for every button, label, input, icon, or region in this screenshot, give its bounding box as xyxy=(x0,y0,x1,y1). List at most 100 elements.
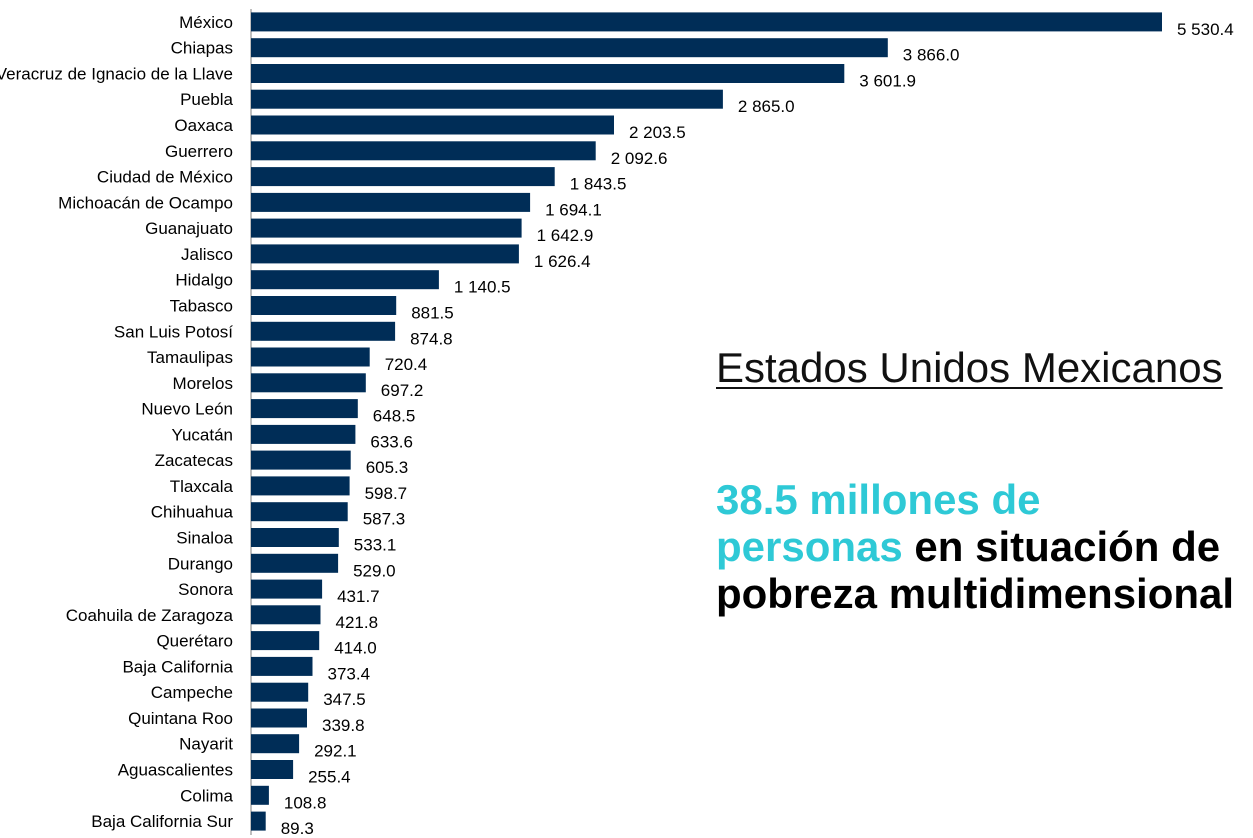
value-label: 373.4 xyxy=(328,664,371,683)
bar xyxy=(251,347,370,367)
category-label: Colima xyxy=(180,786,233,805)
value-label: 347.5 xyxy=(323,690,366,709)
value-label: 108.8 xyxy=(284,793,327,812)
bar xyxy=(251,141,596,161)
value-label: 1 140.5 xyxy=(454,278,511,297)
value-label: 255.4 xyxy=(308,768,351,787)
value-labels-group: 5 530.4 3 866.0 3 601.9 2 865.0 2 203.5 2 092… xyxy=(281,20,1234,838)
value-label: 697.2 xyxy=(381,381,424,400)
bar xyxy=(251,502,348,522)
category-label: Ciudad de México xyxy=(97,168,233,187)
value-label: 598.7 xyxy=(365,484,408,503)
bar xyxy=(251,167,555,187)
value-label: 421.8 xyxy=(336,613,379,632)
bar xyxy=(251,399,358,419)
category-label: Campeche xyxy=(151,683,233,702)
value-label: 2 203.5 xyxy=(629,123,686,142)
bar xyxy=(251,708,307,728)
category-label: Tlaxcala xyxy=(170,477,234,496)
bar xyxy=(251,38,888,58)
category-label: Morelos xyxy=(173,374,233,393)
category-label: Baja California Sur xyxy=(91,812,233,831)
value-label: 5 530.4 xyxy=(1177,20,1234,39)
poverty-summary-rest: en situación de pobreza multidimensional xyxy=(716,523,1235,617)
value-label: 881.5 xyxy=(411,304,454,323)
bar xyxy=(251,734,300,754)
category-label: Chiapas xyxy=(171,39,233,58)
value-label: 89.3 xyxy=(281,819,314,838)
value-label: 2 865.0 xyxy=(738,97,795,116)
category-label: México xyxy=(179,13,233,32)
value-label: 533.1 xyxy=(354,536,397,555)
category-label: Veracruz de Ignacio de la Llave xyxy=(0,65,233,84)
category-label: San Luis Potosí xyxy=(114,322,233,341)
category-label: Tabasco xyxy=(170,297,233,316)
bar xyxy=(251,476,350,496)
bar xyxy=(251,656,313,676)
bar xyxy=(251,373,366,393)
value-label: 1 626.4 xyxy=(534,252,591,271)
category-label: Yucatán xyxy=(172,425,233,444)
value-label: 587.3 xyxy=(363,510,406,529)
bar xyxy=(251,270,439,290)
value-label: 605.3 xyxy=(366,458,409,477)
bar xyxy=(251,192,531,212)
category-label: Sonora xyxy=(178,580,233,599)
bar xyxy=(251,89,723,109)
bars-group xyxy=(251,12,1162,831)
bar xyxy=(251,12,1162,32)
category-labels-group: México Chiapas Veracruz de Ignacio de la L… xyxy=(0,13,234,831)
category-label: Nayarit xyxy=(179,735,233,754)
category-label: Zacatecas xyxy=(155,451,233,470)
category-label: Guanajuato xyxy=(145,219,233,238)
value-label: 648.5 xyxy=(373,407,416,426)
bar xyxy=(251,218,522,238)
category-label: Aguascalientes xyxy=(118,761,233,780)
bar xyxy=(251,682,309,702)
category-label: Chihuahua xyxy=(151,503,234,522)
value-label: 633.6 xyxy=(370,432,413,451)
category-label: Puebla xyxy=(180,90,233,109)
category-label: Coahuila de Zaragoza xyxy=(66,606,234,625)
category-label: Jalisco xyxy=(181,245,233,264)
bar xyxy=(251,321,396,341)
poverty-total-highlight: 38.5 millones de personas xyxy=(716,476,1041,570)
bar xyxy=(251,760,294,779)
value-label: 292.1 xyxy=(314,742,357,761)
country-heading: Estados Unidos Mexicanos xyxy=(716,344,1223,391)
bar xyxy=(251,528,339,547)
poverty-summary: 38.5 millones de personas en situación d… xyxy=(716,476,1236,617)
value-label: 720.4 xyxy=(385,355,428,374)
value-label: 874.8 xyxy=(410,329,453,348)
category-label: Hidalgo xyxy=(175,271,233,290)
category-label: Guerrero xyxy=(165,142,233,161)
value-label: 431.7 xyxy=(337,587,380,606)
bar xyxy=(251,785,269,805)
value-label: 339.8 xyxy=(322,716,365,735)
category-label: Baja California xyxy=(122,657,233,676)
category-label: Tamaulipas xyxy=(147,348,233,367)
bar xyxy=(251,450,351,470)
bar xyxy=(251,579,323,599)
value-label: 1 843.5 xyxy=(570,175,627,194)
value-label: 1 642.9 xyxy=(537,226,594,245)
bar xyxy=(251,553,339,573)
bar xyxy=(251,244,519,264)
category-label: Quintana Roo xyxy=(128,709,233,728)
value-label: 529.0 xyxy=(353,561,396,580)
bar xyxy=(251,64,845,83)
value-label: 414.0 xyxy=(334,639,377,658)
bar xyxy=(251,115,614,135)
value-label: 2 092.6 xyxy=(611,149,668,168)
category-label: Nuevo León xyxy=(141,400,233,419)
category-label: Michoacán de Ocampo xyxy=(58,193,233,212)
category-label: Durango xyxy=(168,554,233,573)
value-label: 1 694.1 xyxy=(545,200,602,219)
category-label: Querétaro xyxy=(156,632,233,651)
category-label: Sinaloa xyxy=(176,529,233,548)
value-label: 3 601.9 xyxy=(859,72,916,91)
bar xyxy=(251,296,397,315)
value-label: 3 866.0 xyxy=(903,46,960,65)
category-label: Oaxaca xyxy=(174,116,233,135)
